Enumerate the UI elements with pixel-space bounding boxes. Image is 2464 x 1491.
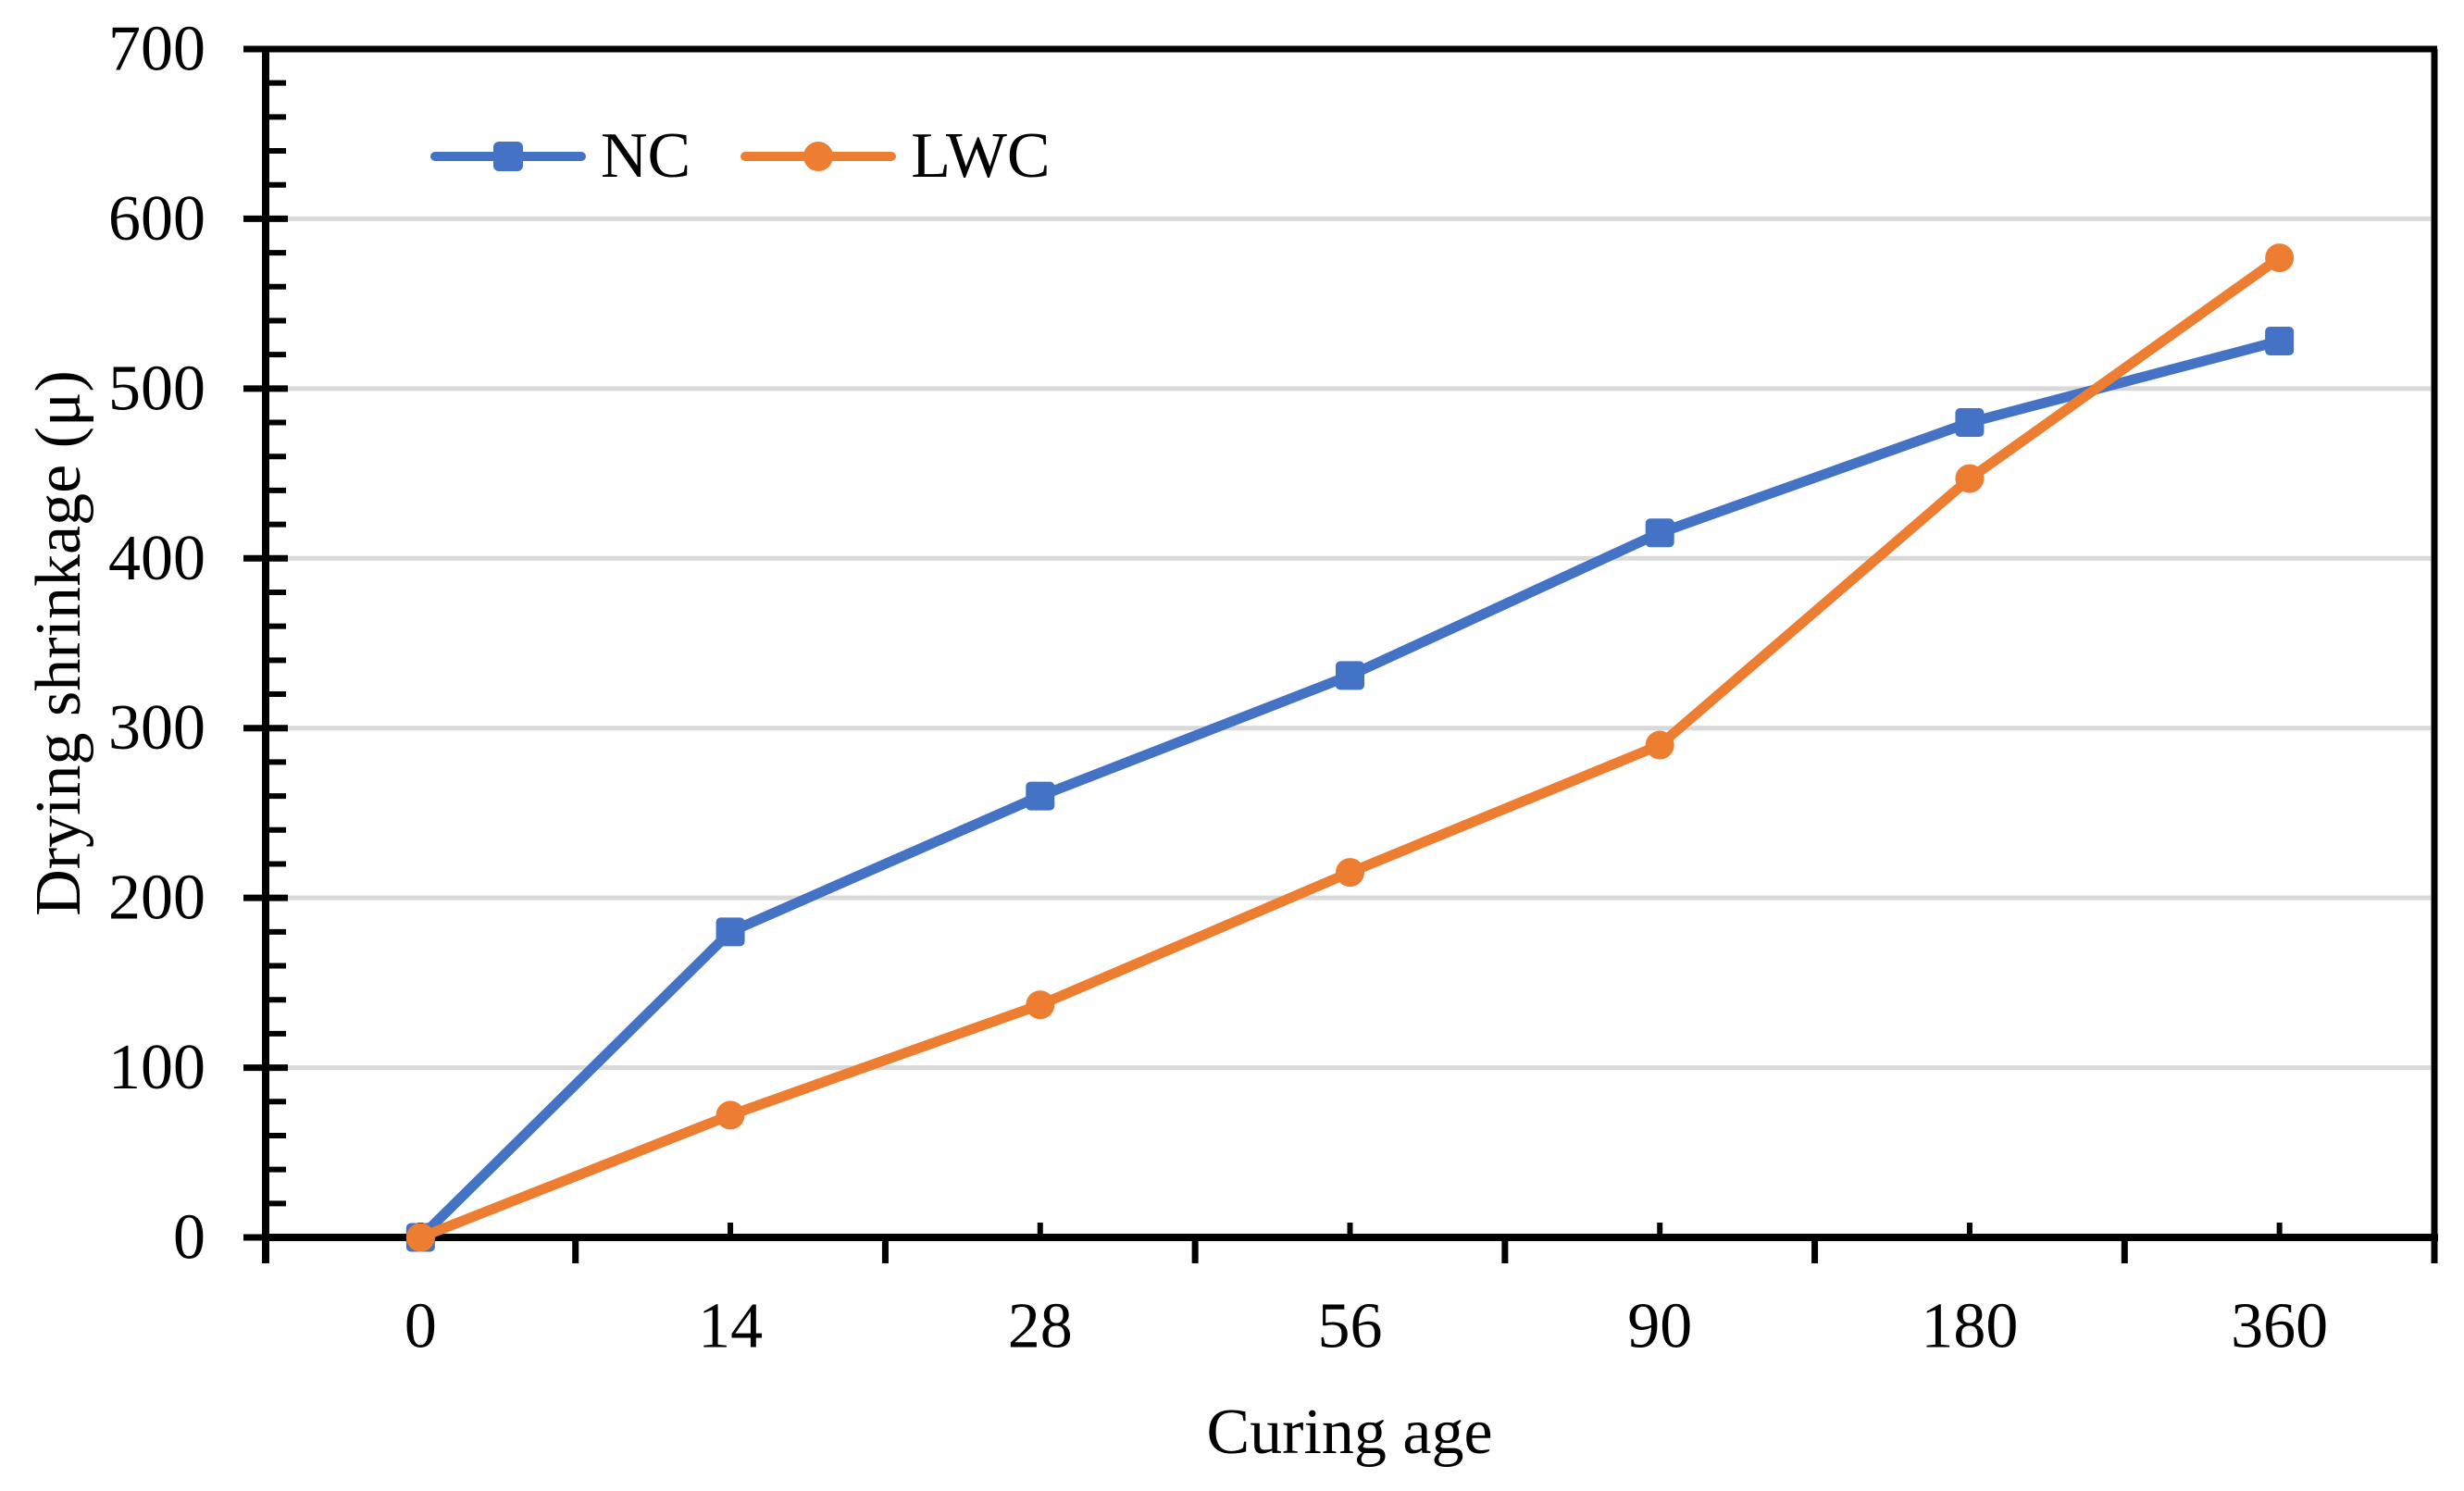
data-point-lwc-14	[716, 1100, 745, 1130]
x-axis-title: Curing age	[1206, 1397, 1493, 1468]
data-point-lwc-360	[2265, 243, 2295, 273]
y-tick-label-200: 200	[108, 863, 205, 934]
x-tick-label-360: 360	[2231, 1291, 2328, 1362]
data-point-lwc-180	[1955, 464, 1985, 493]
y-axis-title: Drying shrinkage (μ)	[23, 370, 94, 916]
series-line-nc	[415, 335, 2285, 1243]
y-tick-label-300: 300	[108, 692, 205, 764]
data-point-nc-180	[1955, 408, 1985, 438]
y-tick-label-400: 400	[108, 523, 205, 594]
x-tick-label-180: 180	[1921, 1291, 2018, 1362]
y-tick-label-100: 100	[108, 1032, 205, 1103]
y-tick-label-600: 600	[108, 183, 205, 255]
nc-square-marker-icon	[493, 142, 523, 171]
data-point-nc-90	[1645, 518, 1674, 548]
data-point-nc-56	[1336, 661, 1364, 690]
data-point-lwc-0	[405, 1223, 435, 1252]
x-tick-label-56: 56	[1318, 1291, 1383, 1362]
y-tick-label-700: 700	[108, 14, 205, 85]
lwc-line-swatch	[740, 140, 897, 173]
x-tick-label-14: 14	[698, 1291, 763, 1362]
data-point-nc-14	[716, 917, 745, 947]
legend-label-lwc: LWC	[911, 120, 1051, 192]
x-tick-label-28: 28	[1008, 1291, 1073, 1362]
y-tick-label-0: 0	[173, 1202, 205, 1274]
series-line-lwc	[415, 253, 2285, 1243]
legend-item-lwc: LWC	[740, 120, 1051, 192]
legend-item-nc: NC	[430, 124, 691, 189]
lwc-circle-marker-icon	[803, 142, 834, 171]
y-tick-label-500: 500	[108, 353, 205, 424]
x-tick-label-0: 0	[404, 1291, 437, 1362]
legend-label-nc: NC	[601, 120, 691, 192]
data-point-lwc-56	[1336, 858, 1364, 888]
data-point-nc-360	[2265, 326, 2295, 355]
x-tick-label-90: 90	[1627, 1291, 1692, 1362]
data-point-lwc-28	[1026, 990, 1055, 1020]
data-point-nc-28	[1026, 781, 1055, 811]
legend: NC LWC	[430, 120, 1051, 192]
nc-line-swatch	[430, 140, 586, 173]
data-point-lwc-90	[1645, 730, 1674, 760]
